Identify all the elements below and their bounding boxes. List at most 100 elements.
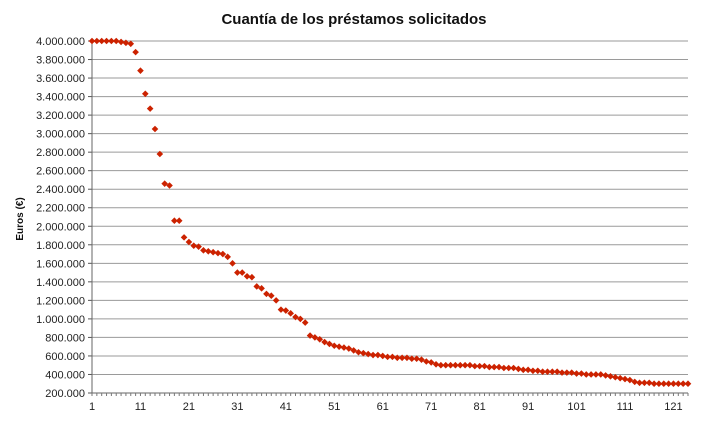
y-tick-label: 2.400.000: [36, 184, 85, 196]
data-point: [437, 361, 445, 369]
data-point: [403, 354, 411, 362]
data-point: [122, 39, 130, 47]
data-point: [490, 363, 498, 371]
data-point: [510, 364, 517, 372]
data-point: [587, 371, 595, 378]
data-point: [306, 332, 314, 339]
data-point: [626, 376, 634, 384]
data-point: [660, 380, 668, 388]
data-point: [515, 365, 522, 373]
data-point: [456, 361, 464, 369]
data-point: [350, 347, 357, 354]
data-point: [544, 368, 551, 375]
data-point: [364, 350, 372, 358]
y-tick-label: 600.000: [45, 351, 85, 363]
data-point: [476, 362, 483, 370]
y-tick-label: 2.800.000: [36, 147, 85, 159]
data-point: [297, 315, 304, 323]
data-point: [335, 343, 343, 350]
data-point: [645, 379, 653, 387]
data-point: [166, 182, 173, 189]
y-tick-label: 400.000: [45, 369, 85, 381]
data-point: [442, 361, 450, 369]
data-point: [151, 125, 159, 133]
data-point: [679, 380, 687, 388]
data-point: [355, 348, 362, 356]
data-point: [248, 273, 256, 281]
axes: [88, 40, 689, 396]
x-tick-label: 31: [231, 401, 243, 413]
data-point: [655, 380, 663, 388]
data-point: [563, 369, 571, 376]
data-point: [292, 313, 299, 321]
data-point: [486, 363, 493, 371]
data-point: [452, 361, 459, 369]
data-point: [631, 378, 638, 386]
data-point: [326, 340, 333, 348]
y-tick-label: 1.000.000: [36, 314, 85, 326]
data-point: [277, 306, 285, 313]
data-point: [127, 40, 135, 48]
x-tick-label: 51: [328, 401, 340, 413]
y-tick-label: 1.200.000: [36, 295, 85, 307]
data-point: [684, 380, 692, 388]
y-tick-label: 800.000: [45, 332, 85, 344]
data-points: [88, 37, 692, 388]
y-tick-label: 1.600.000: [36, 258, 85, 270]
data-point: [360, 349, 367, 357]
data-point: [423, 358, 430, 365]
data-point: [568, 369, 576, 376]
y-tick-labels: 200.000 400.000 600.000 800.000 1.000.000 1.2…: [36, 36, 85, 400]
gridlines: [92, 40, 688, 394]
x-tick-label: 11: [135, 401, 146, 413]
data-point: [495, 363, 503, 371]
data-point: [597, 371, 605, 378]
data-point: [641, 379, 648, 387]
data-point: [393, 354, 401, 362]
y-tick-label: 1.400.000: [36, 277, 85, 289]
x-tick-label: 21: [183, 401, 195, 413]
data-point: [389, 353, 396, 361]
data-point: [466, 361, 474, 369]
data-point: [524, 366, 532, 374]
data-point: [675, 380, 682, 388]
data-point: [592, 371, 600, 378]
data-point: [505, 364, 513, 372]
data-point: [549, 368, 556, 375]
x-tick-label: 121: [664, 401, 682, 413]
data-point: [209, 248, 217, 256]
y-tick-label: 3.600.000: [36, 73, 85, 85]
y-tick-label: 3.800.000: [36, 55, 85, 67]
data-point: [171, 217, 178, 225]
data-point: [282, 307, 290, 314]
data-point: [321, 338, 328, 346]
data-point: [200, 247, 207, 254]
x-tick-labels: 1 11 21 31 41 51 61 71 81 91 101 111 121: [89, 401, 683, 413]
chart-title: Cuantía de los préstamos solicitados: [221, 11, 486, 28]
data-point: [185, 238, 193, 246]
data-point: [117, 38, 125, 46]
data-point: [103, 37, 110, 45]
data-point: [345, 345, 353, 352]
data-point: [534, 367, 542, 375]
data-point: [156, 150, 164, 158]
y-tick-label: 3.000.000: [36, 129, 85, 141]
data-point: [447, 361, 454, 369]
x-tick-label: 81: [474, 401, 486, 413]
data-point: [481, 362, 488, 370]
y-tick-label: 2.000.000: [36, 221, 85, 233]
data-point: [146, 105, 154, 112]
data-point: [384, 353, 391, 361]
data-point: [204, 247, 212, 255]
data-point: [636, 379, 643, 387]
data-point: [427, 359, 435, 366]
data-point: [132, 48, 139, 56]
x-tick-label: 1: [89, 401, 95, 413]
data-point: [267, 292, 275, 300]
data-point: [369, 351, 377, 359]
data-point: [238, 269, 246, 276]
x-tick-label: 101: [567, 401, 585, 413]
data-point: [287, 310, 294, 317]
